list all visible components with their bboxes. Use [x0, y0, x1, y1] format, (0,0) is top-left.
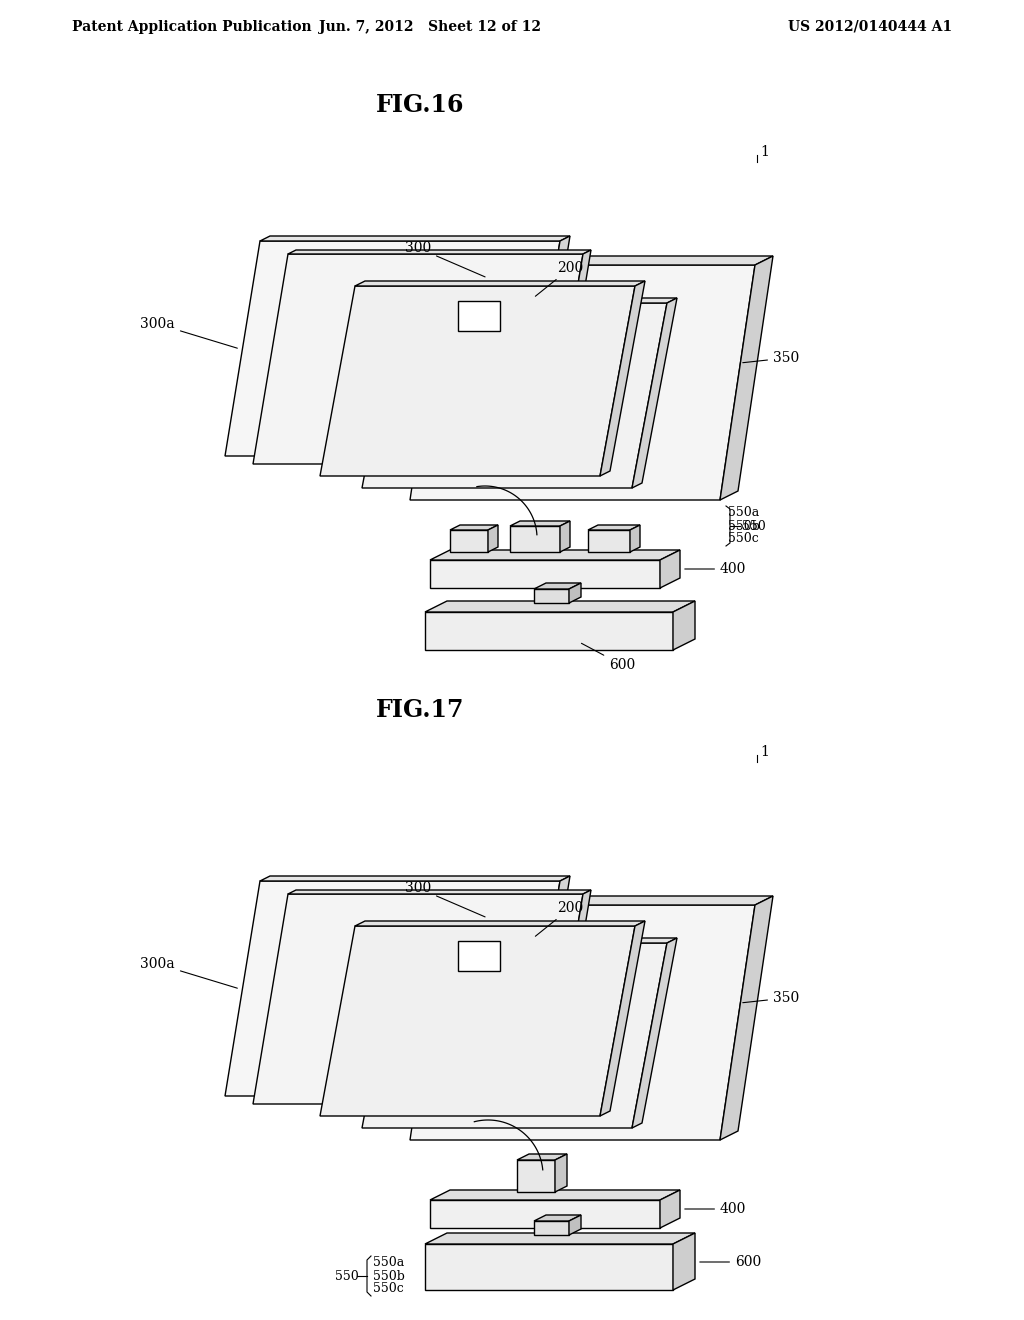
Text: 350: 350: [742, 351, 800, 366]
Polygon shape: [425, 612, 673, 649]
Text: 400: 400: [685, 562, 746, 576]
Polygon shape: [488, 525, 498, 552]
Polygon shape: [253, 253, 583, 465]
Polygon shape: [548, 249, 591, 465]
Polygon shape: [458, 301, 500, 330]
Text: 550a: 550a: [728, 507, 759, 520]
Text: 600: 600: [699, 1255, 761, 1269]
Polygon shape: [430, 1191, 680, 1200]
Polygon shape: [260, 236, 570, 242]
Polygon shape: [225, 880, 560, 1096]
Polygon shape: [588, 525, 640, 531]
Polygon shape: [425, 1233, 695, 1243]
Polygon shape: [445, 256, 773, 265]
Polygon shape: [288, 890, 591, 894]
Polygon shape: [430, 1200, 660, 1228]
Text: 1: 1: [760, 744, 769, 759]
Polygon shape: [397, 298, 677, 304]
Text: 1: 1: [760, 145, 769, 158]
Text: 300a: 300a: [140, 957, 238, 989]
Text: 550c: 550c: [728, 532, 759, 545]
Text: Patent Application Publication: Patent Application Publication: [72, 20, 311, 34]
Polygon shape: [555, 1154, 567, 1192]
Polygon shape: [425, 601, 695, 612]
Polygon shape: [397, 939, 677, 942]
Polygon shape: [720, 256, 773, 500]
Text: 200: 200: [536, 261, 584, 296]
Polygon shape: [525, 236, 570, 455]
Polygon shape: [720, 896, 773, 1140]
Polygon shape: [660, 1191, 680, 1228]
Polygon shape: [534, 1221, 569, 1236]
Text: 550: 550: [742, 520, 766, 532]
Text: 300: 300: [404, 242, 485, 277]
Text: FIG.17: FIG.17: [376, 698, 464, 722]
Polygon shape: [260, 876, 570, 880]
Text: 300a: 300a: [140, 317, 238, 348]
Polygon shape: [510, 521, 570, 525]
Polygon shape: [588, 531, 630, 552]
Polygon shape: [355, 921, 645, 927]
Text: 300: 300: [404, 880, 485, 917]
Polygon shape: [450, 531, 488, 552]
Text: 600: 600: [582, 643, 635, 672]
Text: FIG.16: FIG.16: [376, 92, 464, 117]
Polygon shape: [600, 921, 645, 1115]
Polygon shape: [430, 550, 680, 560]
Text: Jun. 7, 2012   Sheet 12 of 12: Jun. 7, 2012 Sheet 12 of 12: [319, 20, 541, 34]
Polygon shape: [319, 927, 635, 1115]
Polygon shape: [660, 550, 680, 587]
Polygon shape: [355, 281, 645, 286]
Polygon shape: [362, 304, 667, 488]
Polygon shape: [319, 286, 635, 477]
Polygon shape: [673, 1233, 695, 1290]
Polygon shape: [410, 265, 755, 500]
Polygon shape: [525, 876, 570, 1096]
Text: 400: 400: [685, 1203, 746, 1216]
Text: 550c: 550c: [373, 1283, 403, 1295]
Polygon shape: [600, 281, 645, 477]
Polygon shape: [510, 525, 560, 552]
Polygon shape: [560, 521, 570, 552]
Polygon shape: [253, 894, 583, 1104]
Polygon shape: [569, 1214, 581, 1236]
Polygon shape: [458, 940, 500, 970]
Polygon shape: [534, 589, 569, 603]
Polygon shape: [410, 906, 755, 1140]
Polygon shape: [534, 583, 581, 589]
Polygon shape: [673, 601, 695, 649]
Polygon shape: [632, 939, 677, 1129]
Polygon shape: [288, 249, 591, 253]
Polygon shape: [569, 583, 581, 603]
Polygon shape: [630, 525, 640, 552]
Text: 350: 350: [742, 991, 800, 1005]
Text: 550b: 550b: [728, 520, 760, 532]
Polygon shape: [517, 1154, 567, 1160]
Text: 550a: 550a: [373, 1257, 404, 1270]
Polygon shape: [425, 1243, 673, 1290]
Polygon shape: [225, 242, 560, 455]
Polygon shape: [450, 525, 498, 531]
Polygon shape: [534, 1214, 581, 1221]
Polygon shape: [632, 298, 677, 488]
Polygon shape: [362, 942, 667, 1129]
Polygon shape: [445, 896, 773, 906]
Polygon shape: [517, 1160, 555, 1192]
Text: US 2012/0140444 A1: US 2012/0140444 A1: [787, 20, 952, 34]
Text: 550b: 550b: [373, 1270, 404, 1283]
Text: 550: 550: [335, 1270, 358, 1283]
Text: 200: 200: [536, 902, 584, 936]
Polygon shape: [430, 560, 660, 587]
Polygon shape: [548, 890, 591, 1104]
